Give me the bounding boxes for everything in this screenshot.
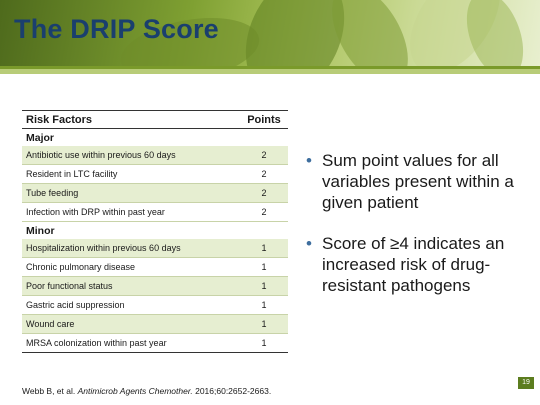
points-cell: 2	[240, 164, 288, 184]
citation-journal: Antimicrob Agents Chemother.	[77, 386, 193, 396]
citation: Webb B, et al. Antimicrob Agents Chemoth…	[22, 386, 271, 396]
bullet-icon: •	[306, 151, 312, 170]
table-row: Poor functional status 1	[22, 276, 288, 296]
risk-factor-cell: Antibiotic use within previous 60 days	[22, 146, 240, 165]
bullet-item: • Sum point values for all variables pre…	[306, 150, 531, 213]
points-cell: 2	[240, 146, 288, 165]
points-cell: 2	[240, 202, 288, 222]
section-label-major: Major	[26, 131, 55, 144]
points-cell: 1	[240, 276, 288, 296]
bullet-icon: •	[306, 234, 312, 253]
table-row: Resident in LTC facility 2	[22, 164, 288, 184]
citation-details: 2016;60:2652-2663.	[192, 386, 272, 396]
risk-factor-cell: MRSA colonization within past year	[22, 333, 240, 353]
table-row: MRSA colonization within past year 1	[22, 333, 288, 353]
table-row: Antibiotic use within previous 60 days 2	[22, 146, 288, 165]
column-header-points: Points	[240, 110, 288, 129]
table-row: Wound care 1	[22, 314, 288, 334]
table-row: Tube feeding 2	[22, 183, 288, 203]
points-cell: 1	[240, 333, 288, 353]
table-row: Chronic pulmonary disease 1	[22, 257, 288, 277]
table-row: Infection with DRP within past year 2	[22, 202, 288, 222]
bullet-text: Score of ≥4 indicates an increased risk …	[322, 234, 505, 295]
risk-factor-cell: Tube feeding	[22, 183, 240, 203]
points-cell: 1	[240, 257, 288, 277]
table-row: Gastric acid suppression 1	[22, 295, 288, 315]
risk-factor-cell: Poor functional status	[22, 276, 240, 296]
header-banner: The DRIP Score	[0, 0, 540, 66]
bullet-list: • Sum point values for all variables pre…	[306, 150, 531, 296]
header-divider-accent	[0, 69, 540, 74]
points-cell: 1	[240, 314, 288, 334]
column-header-risk-factors: Risk Factors	[22, 110, 240, 129]
points-cell: 2	[240, 183, 288, 203]
points-cell: 1	[240, 239, 288, 258]
bullet-item: • Score of ≥4 indicates an increased ris…	[306, 233, 531, 296]
risk-factor-cell: Gastric acid suppression	[22, 295, 240, 315]
table-row: Hospitalization within previous 60 days …	[22, 239, 288, 258]
header-divider	[0, 66, 540, 69]
citation-authors: Webb B, et al.	[22, 386, 78, 396]
risk-factor-cell: Wound care	[22, 314, 240, 334]
slide-title: The DRIP Score	[14, 14, 219, 44]
risk-factor-cell: Resident in LTC facility	[22, 164, 240, 184]
points-cell: 1	[240, 295, 288, 315]
risk-factor-cell: Chronic pulmonary disease	[22, 257, 240, 277]
section-label-minor: Minor	[26, 224, 55, 237]
risk-factor-cell: Hospitalization within previous 60 days	[22, 239, 240, 258]
slide-number-badge: 19	[518, 377, 534, 389]
drip-score-table: Risk Factors Points Major Antibiotic use…	[22, 110, 288, 353]
bullet-text: Sum point values for all variables prese…	[322, 151, 514, 212]
risk-factor-cell: Infection with DRP within past year	[22, 202, 240, 222]
